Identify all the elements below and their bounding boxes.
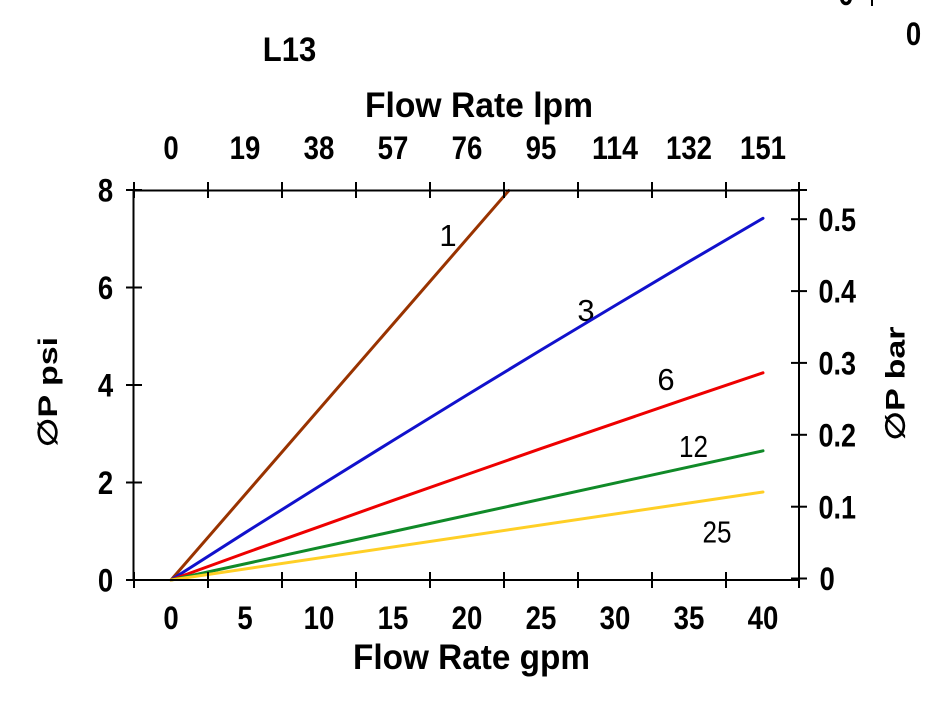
svg-text:0: 0 (98, 563, 113, 599)
svg-text:0.1: 0.1 (819, 489, 857, 525)
svg-text:Flow Rate lpm: Flow Rate lpm (365, 86, 593, 125)
svg-text:95: 95 (526, 130, 557, 166)
svg-text:15: 15 (378, 600, 409, 636)
svg-text:1: 1 (439, 218, 456, 253)
svg-text:0.5: 0.5 (819, 202, 857, 238)
svg-text:0.4: 0.4 (819, 274, 857, 310)
svg-text:0: 0 (838, 0, 853, 12)
svg-text:Flow Rate gpm: Flow Rate gpm (353, 638, 590, 677)
svg-text:151: 151 (740, 130, 786, 166)
svg-text:132: 132 (666, 130, 712, 166)
svg-text:6: 6 (98, 270, 113, 306)
svg-text:38: 38 (304, 130, 335, 166)
svg-text:0: 0 (163, 600, 178, 636)
svg-text:76: 76 (452, 130, 483, 166)
svg-text:L13: L13 (263, 31, 317, 69)
svg-text:35: 35 (674, 600, 705, 636)
svg-text:0: 0 (163, 130, 178, 166)
svg-text:57: 57 (378, 130, 409, 166)
svg-text:0.3: 0.3 (819, 346, 857, 382)
svg-text:4: 4 (98, 368, 113, 404)
svg-text:12: 12 (679, 429, 708, 464)
svg-text:40: 40 (748, 600, 779, 636)
svg-text:2: 2 (98, 465, 113, 501)
svg-text:5: 5 (237, 600, 252, 636)
svg-text:25: 25 (703, 515, 732, 550)
svg-text:30: 30 (600, 600, 631, 636)
svg-text:19: 19 (230, 130, 261, 166)
svg-text:20: 20 (452, 600, 483, 636)
svg-text:0.2: 0.2 (819, 417, 857, 453)
svg-text:25: 25 (526, 600, 557, 636)
svg-text:∅P bar: ∅P bar (880, 327, 911, 441)
svg-text:10: 10 (304, 600, 335, 636)
svg-text:8: 8 (98, 173, 113, 209)
svg-text:0: 0 (906, 16, 921, 52)
svg-text:∅P psi: ∅P psi (32, 337, 63, 447)
svg-text:114: 114 (592, 130, 638, 166)
svg-text:0: 0 (820, 561, 835, 597)
svg-text:6: 6 (657, 362, 674, 397)
